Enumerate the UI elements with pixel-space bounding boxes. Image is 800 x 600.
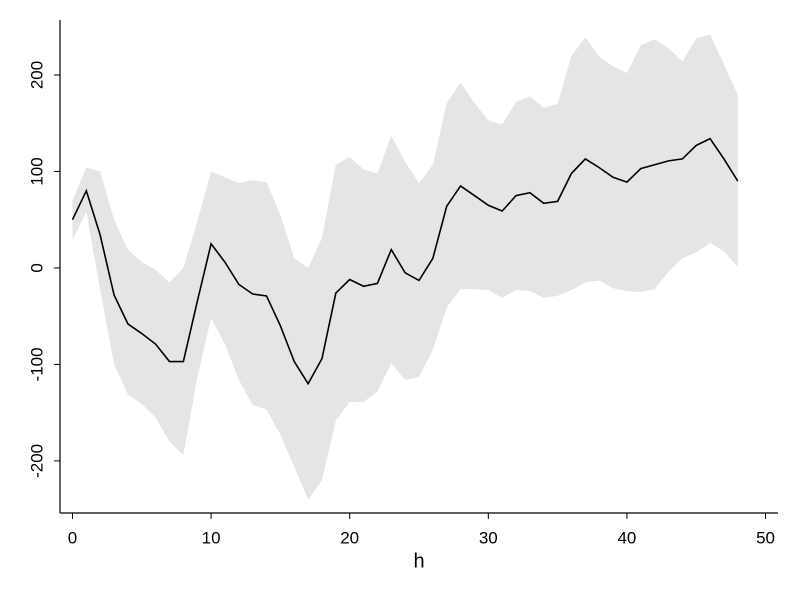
y-tick-label: -100 — [27, 347, 46, 381]
x-tick-label: 20 — [340, 528, 359, 547]
x-tick-label: 0 — [68, 528, 77, 547]
y-tick-label: -200 — [27, 444, 46, 478]
x-tick-label: 30 — [479, 528, 498, 547]
y-tick-label: 0 — [27, 263, 46, 272]
x-axis-label: h — [413, 550, 424, 572]
x-tick-label: 50 — [756, 528, 775, 547]
confidence-band — [72, 34, 738, 500]
y-tick-label: 100 — [27, 157, 46, 185]
x-tick-label: 10 — [202, 528, 221, 547]
line — [71, 137, 739, 386]
x-tick-label: 40 — [617, 528, 636, 547]
y-tick-label: 200 — [27, 61, 46, 89]
